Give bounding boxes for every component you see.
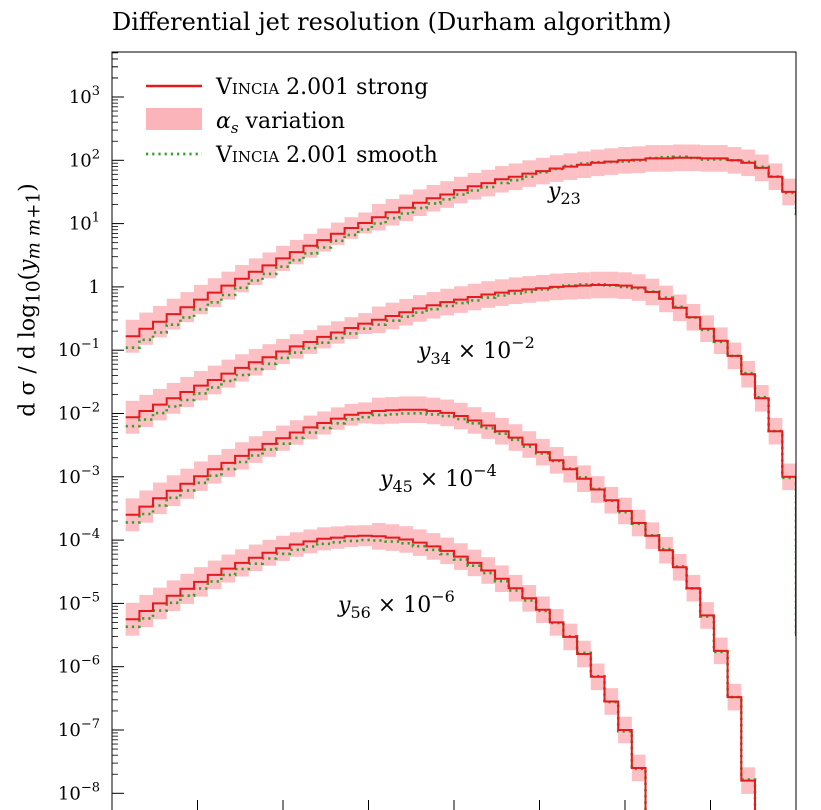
smooth-series-line	[125, 155, 796, 349]
smooth-series-line	[125, 538, 647, 810]
y-tick-label: 10−3	[58, 464, 100, 488]
y-tick-label: 10−8	[58, 780, 100, 804]
uncertainty-band-bin	[796, 201, 810, 228]
chart-title: Differential jet resolution (Durham algo…	[112, 8, 672, 36]
series-annotation: y45 × 10−4	[379, 461, 497, 496]
y-tick-label: 10−4	[58, 527, 100, 551]
y-tick-label: 10−5	[58, 590, 100, 614]
y-tick-label: 10−1	[58, 337, 100, 361]
legend-label: Vincia 2.001 smooth	[215, 143, 438, 168]
strong-series-line	[125, 156, 796, 338]
series-annotation: y56 × 10−6	[337, 587, 455, 622]
strong-series-line	[125, 534, 647, 810]
y-tick-label: 102	[69, 147, 100, 171]
plot-frame	[111, 51, 797, 810]
legend-label: Vincia 2.001 strong	[215, 75, 428, 100]
legend-band-swatch	[146, 108, 202, 130]
y-tick-label: 101	[69, 211, 100, 235]
smooth-series-line	[125, 283, 796, 638]
legend-label: αs variation	[216, 109, 345, 137]
strong-series-line	[125, 284, 796, 636]
series-annotation: y34 × 10−2	[417, 333, 535, 368]
y-tick-label: 1	[89, 277, 100, 298]
uncertainty-band-bin	[810, 301, 821, 328]
series-annotation: y23	[547, 179, 581, 208]
y-tick-label: 10−6	[58, 654, 100, 678]
y-tick-label: 10−2	[58, 401, 100, 425]
y-tick-label: 10−7	[58, 717, 100, 741]
uncertainty-band-bin	[796, 622, 810, 649]
y-tick-label: 103	[69, 84, 100, 108]
strong-series-line	[125, 408, 756, 810]
